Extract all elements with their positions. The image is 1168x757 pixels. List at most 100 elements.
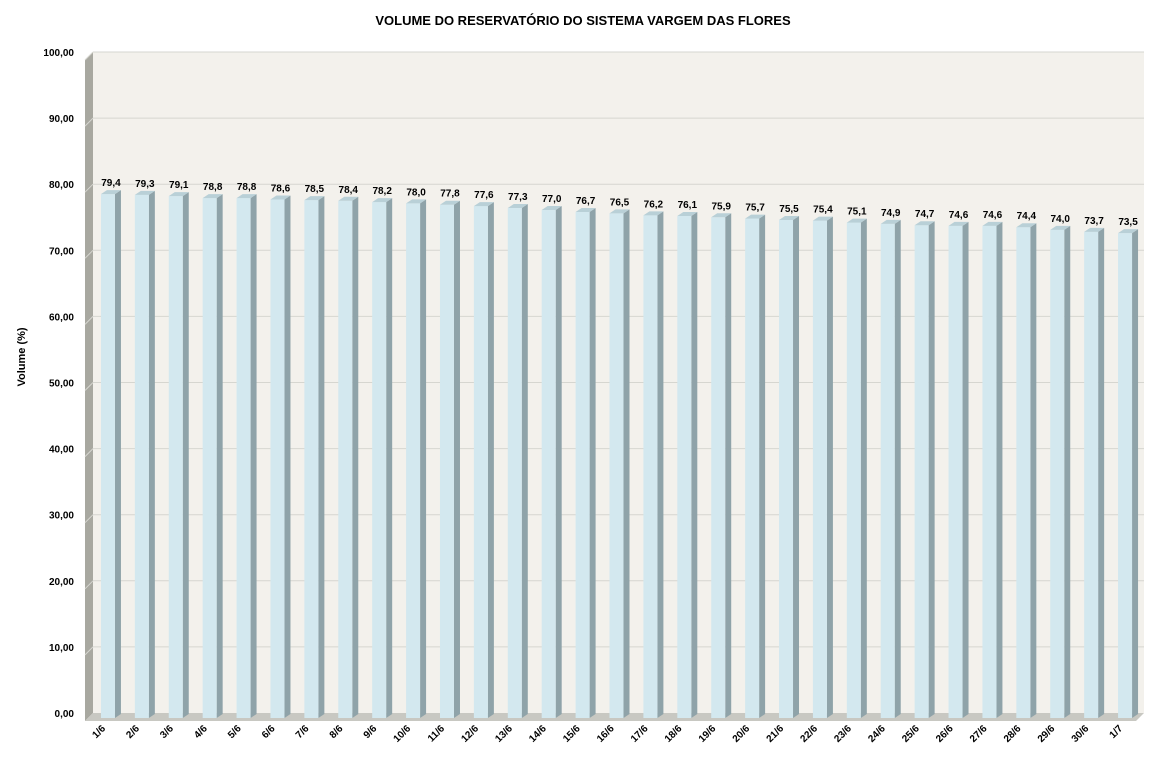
bar [575,208,596,718]
bar [1016,223,1037,718]
data-label: 73,5 [1118,217,1138,228]
bar-top [846,218,867,223]
data-label: 76,7 [576,196,596,207]
bar-front [745,218,760,719]
bar-side [793,215,800,718]
y-tick-label: 10,00 [49,643,74,654]
bar-side [386,198,393,718]
bar-front [846,222,861,719]
bar-side [284,195,291,719]
bar-side [555,206,562,718]
bar-top [236,194,257,199]
bar [609,209,630,718]
bar-front [677,215,692,718]
bar [100,190,121,718]
bar-front [982,225,997,719]
bar [711,213,732,718]
bar-front [779,219,794,718]
y-tick-label: 60,00 [49,312,74,323]
bar-top [270,195,291,200]
bar-front [439,204,454,718]
bar-top [812,216,833,221]
bar-top [304,196,325,201]
data-label: 79,4 [101,178,121,189]
data-label: 76,1 [678,200,698,211]
bar-front [236,198,251,718]
data-label: 73,7 [1084,216,1104,227]
bar-front [507,208,522,718]
bar-top [677,211,698,216]
gridline-side [84,514,94,524]
bar-front [812,220,827,718]
bar-front [609,213,624,718]
bar-side [216,194,223,718]
data-label: 78,8 [203,182,223,193]
bar [541,206,562,718]
bar [643,211,664,718]
data-label: 74,0 [1051,214,1071,225]
gridline-side [84,448,94,457]
bar-top [914,221,935,226]
y-tick-label: 80,00 [49,180,74,191]
data-label: 78,5 [305,184,325,195]
gridline-side [84,580,94,590]
bar [134,190,155,718]
bar [270,195,291,719]
data-label: 77,6 [474,190,494,201]
data-label: 74,7 [915,209,935,220]
bar [507,204,528,718]
bar-side [759,214,766,719]
bar-side [1132,229,1139,719]
bar-top [134,190,155,195]
bar [304,196,325,719]
y-tick-label: 40,00 [49,445,74,456]
bar-top [507,204,528,209]
chart-title: VOLUME DO RESERVATÓRIO DO SISTEMA VARGEM… [375,13,791,28]
bar-top [406,199,427,204]
bar-front [541,210,556,718]
data-label: 76,5 [610,197,630,208]
data-label: 74,6 [949,210,969,221]
bar [880,219,901,718]
bar [168,192,189,719]
data-label: 75,7 [745,203,765,214]
bar-side [860,218,867,719]
data-label: 74,6 [983,210,1003,221]
bar-front [372,202,387,718]
bar-front [168,196,183,719]
data-label: 78,6 [271,183,291,194]
bar-front [270,199,285,719]
bar-side [725,213,732,718]
bar-top [541,206,562,211]
bar-top [338,196,359,201]
bar-top [982,221,1003,226]
y-tick-label: 50,00 [49,379,74,390]
data-label: 74,9 [881,208,901,219]
bar [202,194,223,718]
data-label: 75,4 [813,205,833,216]
data-label: 78,0 [406,187,426,198]
bar-top [100,190,121,195]
bar [473,202,494,719]
bar-front [1084,231,1099,718]
bar-front [914,225,929,718]
bar-top [745,214,766,219]
bar-front [202,198,217,718]
data-label: 75,5 [779,204,799,215]
gridline-side [84,316,94,325]
bar-front [1050,229,1065,719]
y-axis-label: Volume (%) [16,327,28,386]
bar-top [779,215,800,220]
bar [1118,229,1139,719]
bar-top [202,194,223,199]
bar-side [453,200,460,718]
bar-side [691,211,698,718]
data-label: 78,2 [372,186,392,197]
data-label: 78,4 [339,185,359,196]
gridline-side [84,249,94,259]
bar [779,215,800,718]
gridline-side [84,51,94,61]
bar-top [168,192,189,197]
bar-front [304,200,319,719]
bar [948,221,969,719]
